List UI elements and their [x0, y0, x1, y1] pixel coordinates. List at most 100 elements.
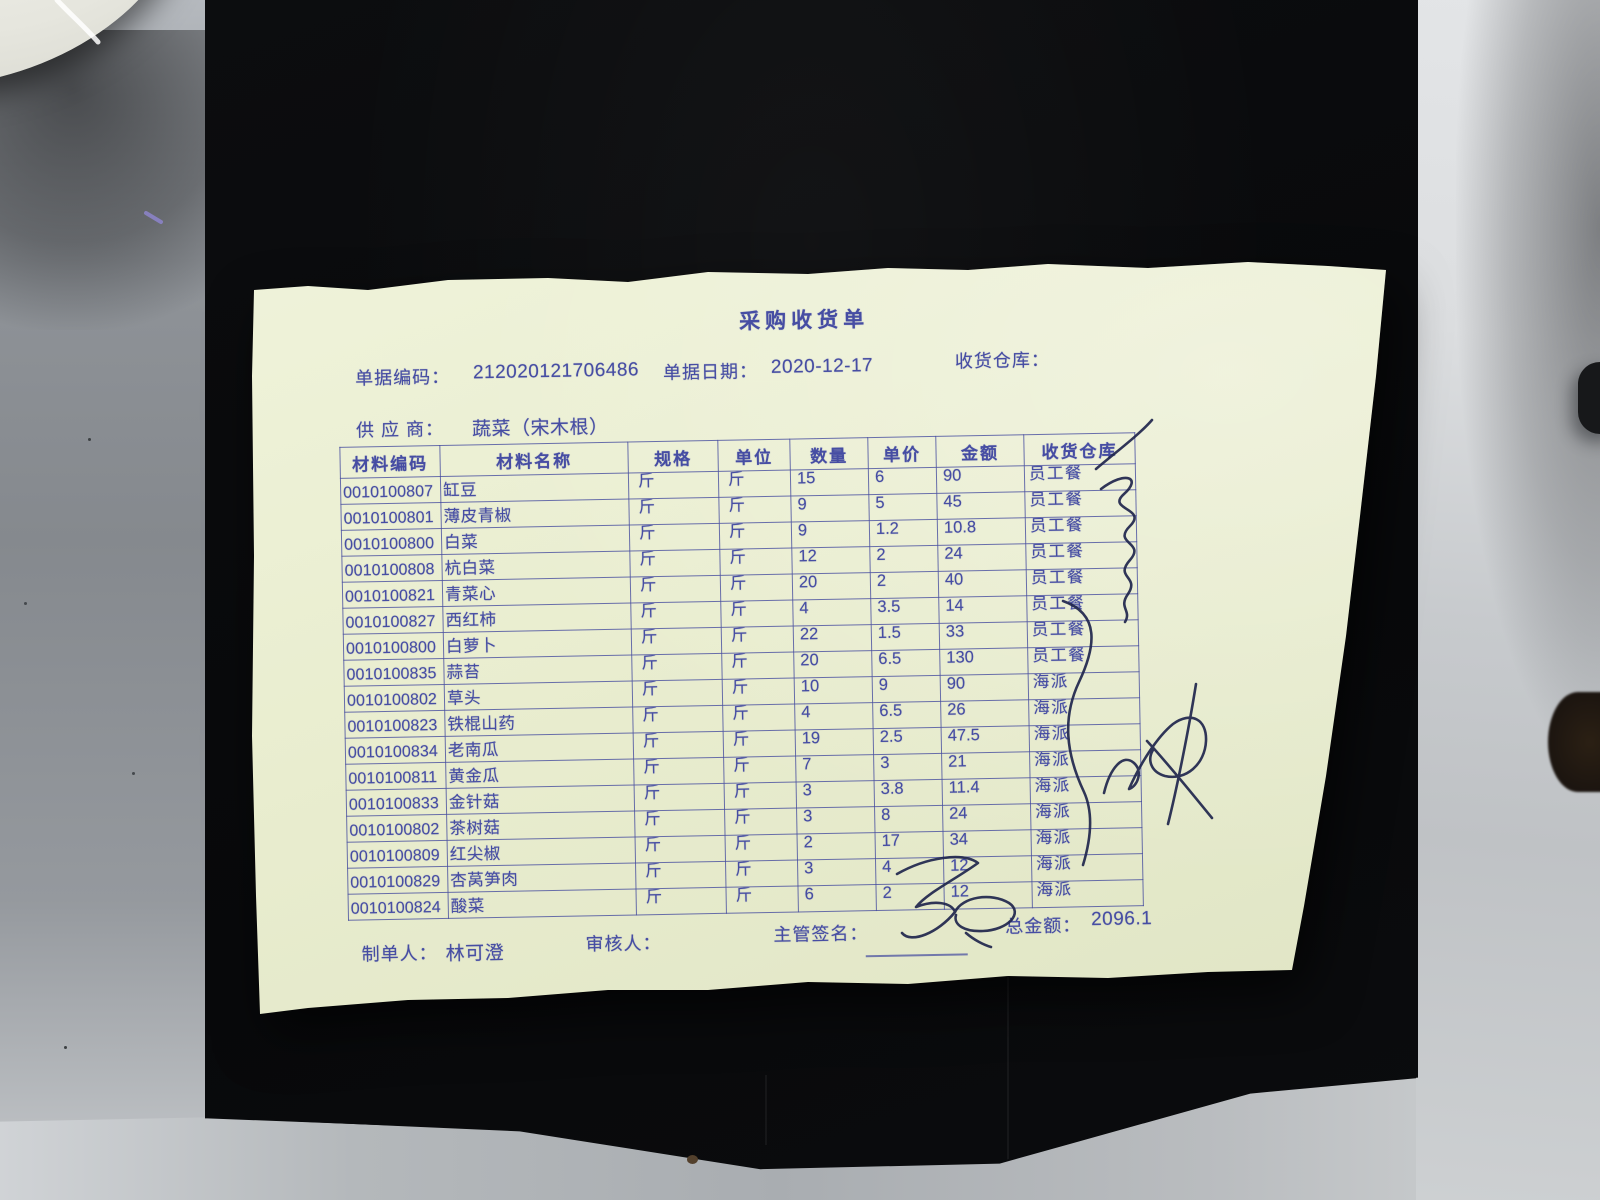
cell-unit: 斤: [719, 522, 792, 550]
cell-unit: 斤: [723, 756, 797, 784]
cell-quantity: 2: [797, 832, 876, 861]
cell-spec: 斤: [630, 601, 722, 630]
cell-amount: 14: [938, 595, 1028, 624]
cell-unit: 斤: [724, 808, 798, 836]
dust-speck: [132, 772, 135, 775]
receiving-warehouse-label: 收货仓库：: [954, 349, 1051, 372]
cell-spec: 斤: [630, 575, 721, 604]
cell-unit-price: 5: [868, 493, 938, 521]
cell-material-name: 薄皮青椒: [440, 499, 630, 529]
cell-unit: 斤: [725, 834, 798, 862]
cell-spec: 斤: [633, 731, 724, 759]
cell-quantity: 19: [795, 728, 874, 757]
column-header: 金额: [935, 434, 1025, 468]
cell-spec: 斤: [632, 705, 724, 733]
receipt-document: 采购收货单 单据编码： 212020121706486 单据日期： 2020-1…: [252, 262, 1386, 1014]
cell-warehouse: 员工餐: [1025, 541, 1138, 570]
cell-material-code: 0010100827: [342, 606, 444, 635]
document-title: 采购收货单: [738, 308, 870, 334]
cell-warehouse: 海派: [1030, 827, 1143, 856]
cell-material-name: 红尖椒: [447, 836, 636, 867]
cell-warehouse: 海派: [1030, 775, 1142, 804]
desk-surface-right: [1416, 0, 1600, 1200]
cell-spec: 斤: [628, 471, 719, 500]
cell-material-code: 0010100801: [340, 502, 442, 531]
cell-amount: 34: [942, 829, 1032, 858]
cell-material-code: 0010100807: [340, 476, 441, 505]
cell-material-name: 金针菇: [446, 784, 635, 815]
doc-date-label: 单据日期：: [662, 361, 759, 383]
cell-material-code: 0010100802: [344, 684, 445, 713]
cell-warehouse: 员工餐: [1027, 619, 1139, 648]
cell-spec: 斤: [634, 809, 726, 837]
cell-amount: 40: [938, 569, 1027, 598]
cell-spec: 斤: [631, 653, 723, 682]
cell-material-name: 青菜心: [442, 577, 631, 607]
brown-object-right: [1548, 692, 1600, 792]
cell-material-code: 0010100835: [343, 658, 445, 687]
paper-sheet: 采购收货单 单据编码： 212020121706486 单据日期： 2020-1…: [252, 262, 1386, 1014]
cell-unit-price: 1.2: [869, 519, 938, 547]
cell-unit: 斤: [723, 730, 796, 758]
cell-unit-price: 2.5: [873, 727, 942, 755]
cell-material-name: 酸菜: [448, 888, 637, 919]
column-header: 单位: [717, 439, 791, 472]
cell-unit: 斤: [721, 626, 794, 654]
cell-material-name: 黄金瓜: [445, 758, 635, 789]
cell-material-name: 杭白菜: [441, 551, 631, 581]
cell-spec: 斤: [635, 835, 726, 863]
cell-material-code: 0010100833: [346, 788, 447, 817]
cell-unit-price: 6: [868, 467, 937, 495]
cell-quantity: 6: [797, 884, 877, 912]
cell-unit-price: 1.5: [871, 623, 940, 651]
cell-unit-price: 2: [870, 571, 939, 599]
cell-warehouse: 员工餐: [1025, 515, 1137, 544]
cell-unit-price: 3: [873, 753, 943, 781]
cell-material-code: 0010100809: [347, 840, 448, 869]
cell-amount: 90: [940, 673, 1029, 702]
cell-unit: 斤: [722, 678, 795, 706]
cell-material-code: 0010100823: [344, 710, 446, 739]
cell-quantity: 4: [794, 702, 874, 731]
cell-amount: 24: [942, 803, 1031, 832]
cell-warehouse: 员工餐: [1027, 645, 1140, 674]
column-header: 数量: [789, 437, 869, 471]
cell-amount: 12: [943, 881, 1033, 910]
cell-material-name: 蒜苔: [443, 655, 633, 685]
cell-unit: 斤: [722, 704, 796, 732]
cell-spec: 斤: [634, 783, 725, 811]
column-header: 收货仓库: [1023, 432, 1136, 466]
cell-unit-price: 2: [869, 545, 939, 573]
cell-warehouse: 员工餐: [1026, 593, 1139, 622]
paper-receipt: 采购收货单 单据编码： 212020121706486 单据日期： 2020-1…: [248, 256, 1398, 1028]
cell-unit: 斤: [718, 470, 791, 498]
cell-warehouse: 海派: [1030, 801, 1142, 830]
cell-amount: 21: [941, 751, 1031, 780]
cell-unit: 斤: [725, 860, 798, 888]
cell-unit-price: 9: [872, 675, 941, 703]
cell-material-name: 草头: [444, 681, 633, 711]
cell-material-code: 0010100834: [345, 736, 446, 765]
cell-warehouse: 海派: [1028, 697, 1141, 726]
cell-material-code: 0010100824: [348, 892, 449, 921]
cell-unit: 斤: [719, 548, 793, 576]
supplier-value: 蔬菜（宋木根）: [471, 416, 609, 441]
maker-label: 制单人：: [361, 943, 438, 965]
cell-quantity: 20: [792, 572, 871, 601]
cell-spec: 斤: [629, 523, 720, 552]
cell-quantity: 12: [791, 546, 871, 575]
cell-warehouse: 海派: [1028, 671, 1140, 700]
cell-material-code: 0010100800: [343, 632, 444, 661]
cell-warehouse: 员工餐: [1026, 567, 1138, 596]
cell-amount: 33: [939, 621, 1028, 650]
cell-quantity: 7: [795, 754, 875, 783]
cell-material-name: 老南瓜: [445, 732, 634, 763]
cell-quantity: 3: [797, 858, 876, 886]
cell-amount: 90: [936, 465, 1025, 494]
signature-line: [865, 953, 968, 958]
cell-spec: 斤: [633, 757, 725, 785]
cell-unit-price: 4: [875, 857, 944, 885]
cell-amount: 45: [936, 491, 1026, 520]
cell-unit-price: 6.5: [872, 701, 942, 729]
cell-unit-price: 2: [875, 883, 945, 911]
